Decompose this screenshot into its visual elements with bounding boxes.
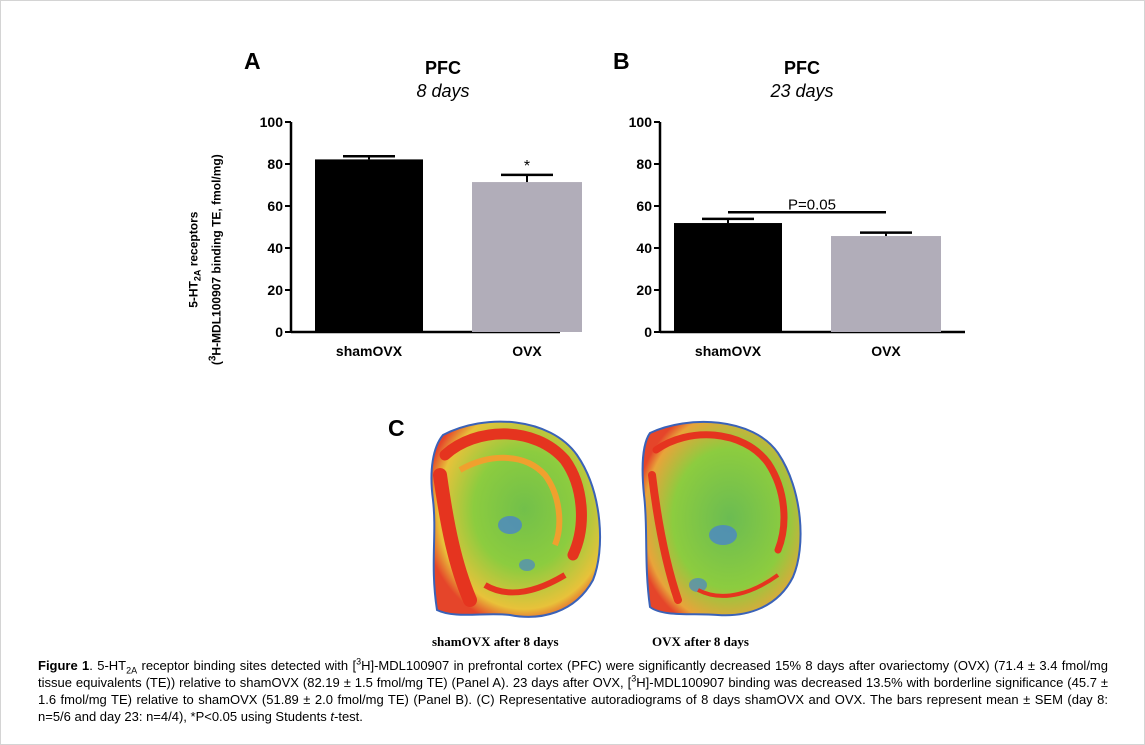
- autoradiogram-brain-slice-icon: [641, 420, 802, 617]
- caption-lead: Figure 1: [38, 658, 90, 673]
- y-axis-label: 5-HT2A receptors (3H-MDL100907 binding T…: [186, 154, 224, 366]
- y-tick-label: 20: [636, 282, 652, 298]
- y-tick-label: 40: [636, 240, 652, 256]
- chart-subtitle: 8 days: [416, 81, 469, 101]
- chart-subtitle: 23 days: [769, 81, 833, 101]
- bar-ovx: [831, 236, 941, 332]
- bar-shamovx: [674, 223, 782, 332]
- y-tick-label: 60: [636, 198, 652, 214]
- autoradiogram-brain-slice-icon: [430, 420, 601, 618]
- chart-title: PFC: [425, 58, 461, 78]
- y-tick-label: 20: [267, 282, 283, 298]
- figure-caption: Figure 1. 5-HT2A receptor binding sites …: [38, 656, 1108, 724]
- autoradiogram-label-shamovx: shamOVX after 8 days: [432, 634, 559, 649]
- y-tick-label: 100: [260, 114, 284, 130]
- panel-letter-b: B: [613, 48, 630, 74]
- autoradiogram-label-ovx: OVX after 8 days: [652, 634, 749, 649]
- x-tick-label: OVX: [871, 343, 901, 359]
- y-tick-label: 40: [267, 240, 283, 256]
- bar-charts: PFC 8 days 0 20 40 60 80 100 shamOVX OVX * PFC 23 da…: [260, 58, 965, 359]
- bar-ovx: [472, 182, 582, 332]
- y-tick-label: 0: [275, 324, 283, 340]
- y-tick-label: 100: [629, 114, 653, 130]
- panel-letter-a: A: [244, 48, 261, 74]
- x-tick-label: OVX: [512, 343, 542, 359]
- y-tick-label: 80: [636, 156, 652, 172]
- bar-shamovx: [315, 159, 423, 332]
- y-tick-label: 80: [267, 156, 283, 172]
- chart-title: PFC: [784, 58, 820, 78]
- y-tick-label: 0: [644, 324, 652, 340]
- x-tick-label: shamOVX: [695, 343, 762, 359]
- chart-panel-a: PFC 8 days 0 20 40 60 80 100 shamOVX OVX *: [260, 58, 582, 359]
- chart-panel-b: PFC 23 days 0 20 40 60 80 100 shamOVX OVX P=0.05: [629, 58, 965, 359]
- x-tick-label: shamOVX: [336, 343, 403, 359]
- significance-label: P=0.05: [788, 196, 836, 213]
- significance-star: *: [524, 158, 530, 175]
- panel-letter-c: C: [388, 415, 405, 441]
- y-tick-label: 60: [267, 198, 283, 214]
